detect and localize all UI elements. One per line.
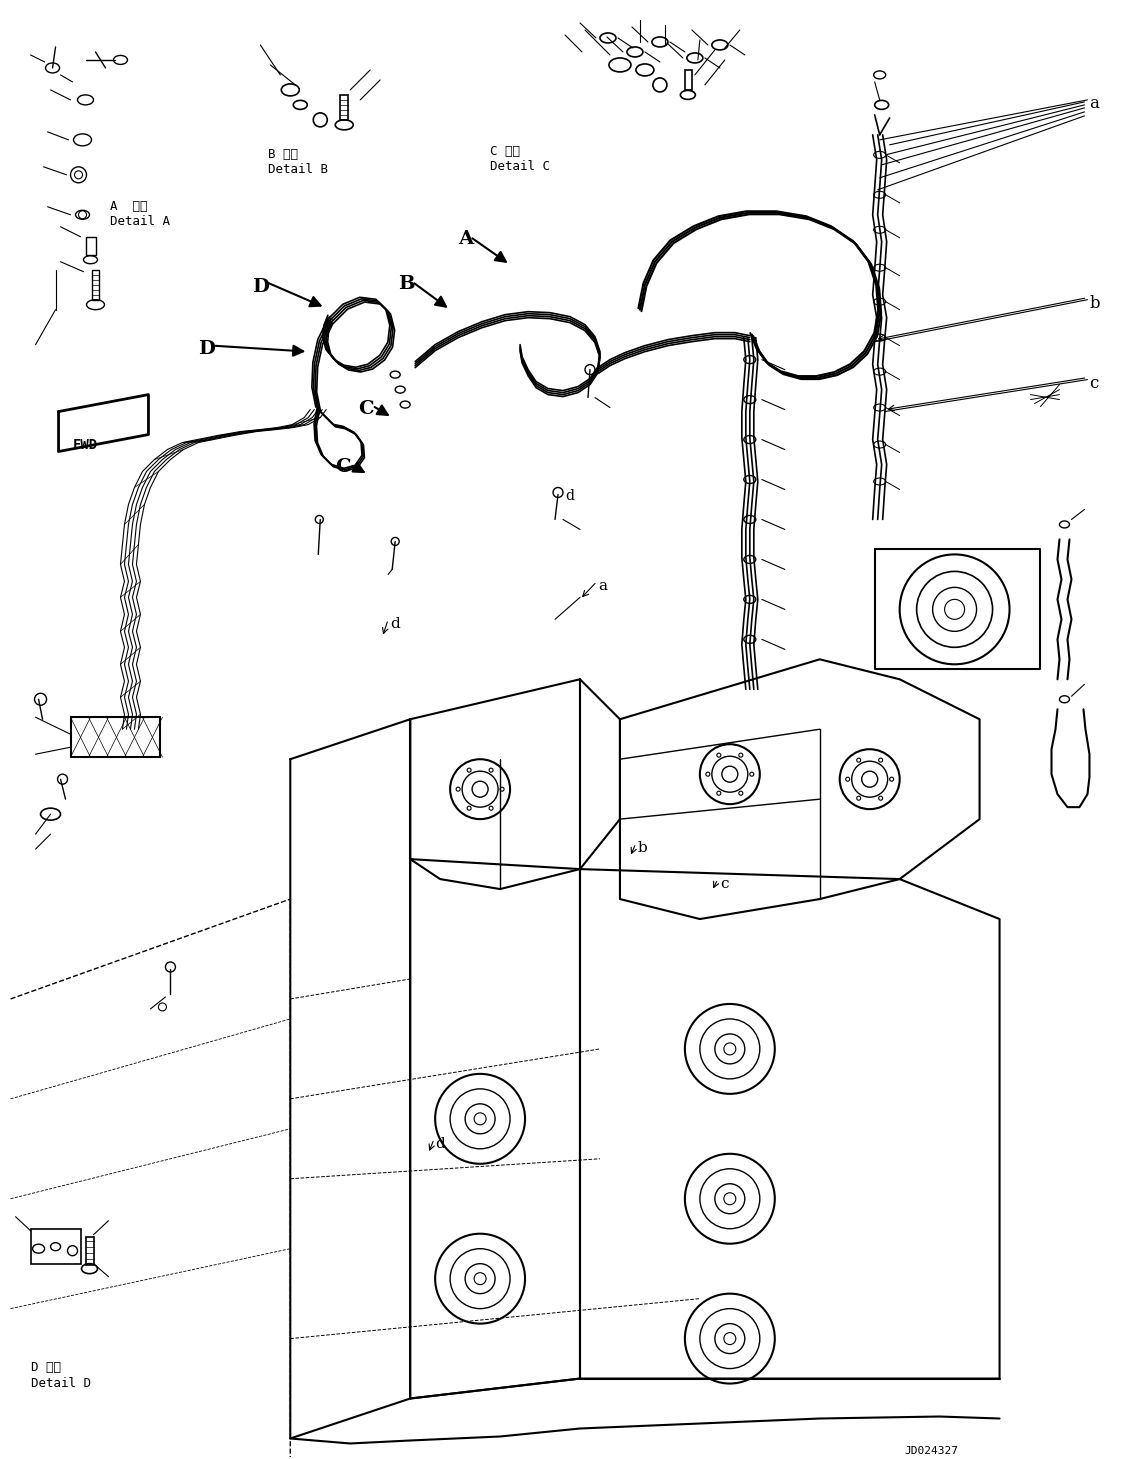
Text: B 詳細: B 詳細 xyxy=(268,147,299,160)
Text: d: d xyxy=(390,617,400,632)
Bar xyxy=(340,95,348,120)
Text: a: a xyxy=(1089,95,1099,112)
Text: B: B xyxy=(398,274,414,293)
Text: Detail D: Detail D xyxy=(31,1376,90,1389)
Text: b: b xyxy=(1089,295,1100,312)
Text: A: A xyxy=(458,229,473,248)
Text: Detail C: Detail C xyxy=(490,160,550,172)
Text: c: c xyxy=(1089,375,1099,391)
Text: c: c xyxy=(720,877,728,891)
Text: b: b xyxy=(638,842,648,855)
Text: D: D xyxy=(252,277,269,296)
Text: C 詳細: C 詳細 xyxy=(490,144,520,158)
Text: D 詳細: D 詳細 xyxy=(31,1361,61,1373)
Text: D: D xyxy=(198,340,215,357)
Text: C: C xyxy=(358,400,374,417)
Bar xyxy=(71,718,160,757)
Bar xyxy=(86,1237,94,1265)
Text: C: C xyxy=(335,458,350,476)
Text: JD024327: JD024327 xyxy=(905,1446,958,1456)
Text: a: a xyxy=(598,579,607,594)
Text: A  詳細: A 詳細 xyxy=(110,200,148,213)
Text: Detail A: Detail A xyxy=(110,214,171,228)
Bar xyxy=(685,70,692,90)
Bar xyxy=(31,1228,80,1263)
Text: d: d xyxy=(435,1137,445,1151)
Bar xyxy=(92,270,100,299)
Text: d: d xyxy=(564,489,574,503)
Text: FWD: FWD xyxy=(72,438,97,451)
Text: Detail B: Detail B xyxy=(268,163,329,177)
Bar xyxy=(86,236,95,255)
